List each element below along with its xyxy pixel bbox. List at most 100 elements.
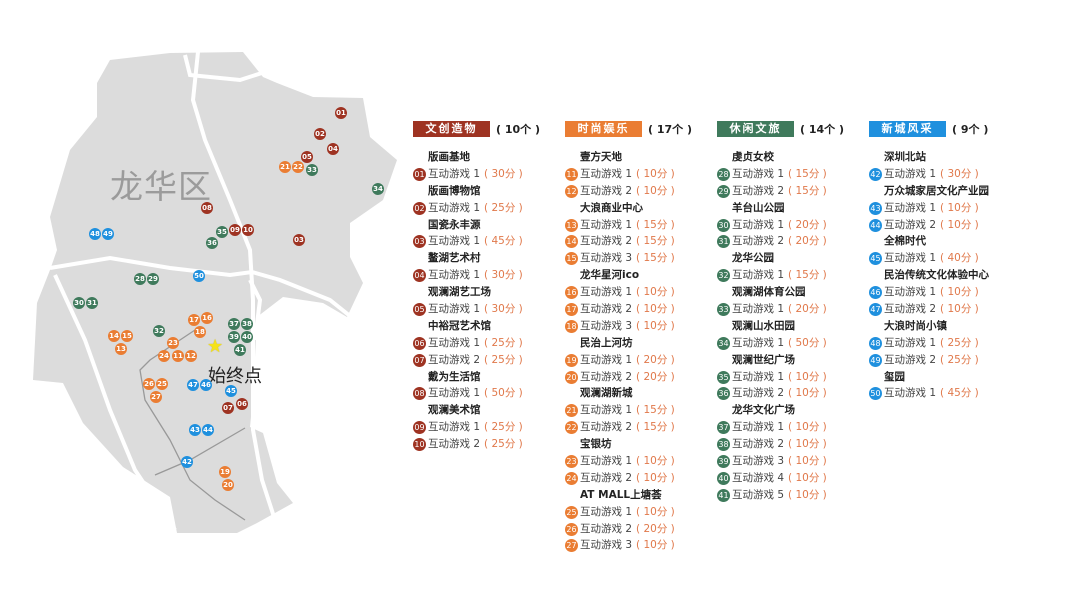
category-column: 文创造物 ( 10个 ) 版画基地 01 互动游戏 1 ( 30分 ) 版画博物馆 … bbox=[413, 121, 563, 453]
game-number-badge: 34 bbox=[717, 336, 730, 350]
venue-name: 大浪时尚小镇 bbox=[884, 319, 947, 332]
game-duration: ( 10分 ) bbox=[940, 303, 979, 316]
map-marker[interactable]: 07 bbox=[222, 402, 234, 414]
venue-name: 全棉时代 bbox=[884, 235, 926, 248]
map-marker[interactable]: 19 bbox=[219, 466, 231, 478]
game-label: 互动游戏 1 bbox=[732, 421, 785, 434]
map-marker[interactable]: 28 bbox=[134, 273, 146, 285]
game-duration: ( 50分 ) bbox=[788, 336, 827, 349]
game-item: 36 互动游戏 2 ( 10分 ) bbox=[717, 385, 867, 402]
game-label: 互动游戏 1 bbox=[580, 505, 633, 518]
game-label: 互动游戏 3 bbox=[580, 539, 633, 552]
game-label: 互动游戏 2 bbox=[580, 303, 633, 316]
map-marker[interactable]: 02 bbox=[314, 128, 326, 140]
map-marker[interactable]: 37 bbox=[228, 318, 240, 330]
game-duration: ( 10分 ) bbox=[636, 167, 675, 180]
map-marker[interactable]: 31 bbox=[86, 297, 98, 309]
map-marker[interactable]: 13 bbox=[115, 343, 127, 355]
game-duration: ( 10分 ) bbox=[636, 184, 675, 197]
map-marker[interactable]: 16 bbox=[201, 312, 213, 324]
map-marker[interactable]: 05 bbox=[301, 151, 313, 163]
map-marker[interactable]: 49 bbox=[102, 228, 114, 240]
venue-name: 龙华公园 bbox=[732, 252, 774, 265]
map-marker[interactable]: 18 bbox=[194, 326, 206, 338]
map-marker[interactable]: 47 bbox=[187, 379, 199, 391]
category-header: 时尚娱乐 ( 17个 ) bbox=[565, 121, 715, 137]
map-marker[interactable]: 09 bbox=[229, 224, 241, 236]
category-title: 时尚娱乐 bbox=[565, 121, 642, 137]
game-label: 互动游戏 2 bbox=[580, 184, 633, 197]
map-marker[interactable]: 20 bbox=[222, 479, 234, 491]
category-title: 文创造物 bbox=[413, 121, 490, 137]
game-number-badge: 14 bbox=[565, 235, 578, 249]
map-marker[interactable]: 15 bbox=[121, 330, 133, 342]
map-marker[interactable]: 23 bbox=[167, 337, 179, 349]
venue-name: 观澜山水田园 bbox=[732, 319, 795, 332]
game-item: 45 互动游戏 1 ( 40分 ) bbox=[869, 250, 1019, 267]
map-marker[interactable]: 50 bbox=[193, 270, 205, 282]
star-icon: ★ bbox=[207, 336, 224, 357]
game-item: 11 互动游戏 1 ( 10分 ) bbox=[565, 166, 715, 183]
map-marker[interactable]: 08 bbox=[201, 202, 213, 214]
map-marker[interactable]: 45 bbox=[225, 385, 237, 397]
game-number-badge: 31 bbox=[717, 235, 730, 249]
map-marker[interactable]: 06 bbox=[236, 398, 248, 410]
map-marker[interactable]: 29 bbox=[147, 273, 159, 285]
map-marker[interactable]: 04 bbox=[327, 143, 339, 155]
map-marker[interactable]: 26 bbox=[143, 378, 155, 390]
game-item: 41 互动游戏 5 ( 10分 ) bbox=[717, 487, 867, 504]
map-marker[interactable]: 11 bbox=[172, 350, 184, 362]
game-duration: ( 25分 ) bbox=[940, 336, 979, 349]
game-duration: ( 20分 ) bbox=[788, 218, 827, 231]
map-marker[interactable]: 43 bbox=[189, 424, 201, 436]
game-item: 06 互动游戏 1 ( 25分 ) bbox=[413, 335, 563, 352]
game-label: 互动游戏 3 bbox=[732, 455, 785, 468]
map-marker[interactable]: 24 bbox=[158, 350, 170, 362]
game-label: 互动游戏 1 bbox=[884, 387, 937, 400]
map-marker[interactable]: 27 bbox=[150, 391, 162, 403]
map-marker[interactable]: 38 bbox=[241, 318, 253, 330]
map-marker[interactable]: 25 bbox=[156, 378, 168, 390]
map-marker[interactable]: 34 bbox=[372, 183, 384, 195]
game-label: 互动游戏 1 bbox=[580, 404, 633, 417]
map-marker[interactable]: 42 bbox=[181, 456, 193, 468]
map-marker[interactable]: 21 bbox=[279, 161, 291, 173]
map-shape bbox=[33, 51, 397, 533]
game-number-badge: 19 bbox=[565, 353, 578, 367]
map-marker[interactable]: 48 bbox=[89, 228, 101, 240]
map-marker[interactable]: 03 bbox=[293, 234, 305, 246]
map-marker[interactable]: 10 bbox=[242, 224, 254, 236]
game-duration: ( 15分 ) bbox=[636, 421, 675, 434]
game-label: 互动游戏 2 bbox=[884, 353, 937, 366]
map-marker[interactable]: 33 bbox=[306, 164, 318, 176]
venue-name: 深圳北站 bbox=[884, 151, 926, 163]
category-column: 新城风采 ( 9个 ) 深圳北站 42 互动游戏 1 ( 30分 ) 万众城家居文化… bbox=[869, 121, 1019, 402]
game-item: 14 互动游戏 2 ( 15分 ) bbox=[565, 233, 715, 250]
map-marker[interactable]: 14 bbox=[108, 330, 120, 342]
map-marker[interactable]: 32 bbox=[153, 325, 165, 337]
map-marker[interactable]: 36 bbox=[206, 237, 218, 249]
game-item: 40 互动游戏 4 ( 10分 ) bbox=[717, 470, 867, 487]
game-duration: ( 15分 ) bbox=[788, 184, 827, 197]
map-marker[interactable]: 39 bbox=[228, 331, 240, 343]
map-marker[interactable]: 30 bbox=[73, 297, 85, 309]
map-marker[interactable]: 40 bbox=[241, 331, 253, 343]
map-marker[interactable]: 41 bbox=[234, 344, 246, 356]
game-label: 互动游戏 1 bbox=[428, 387, 481, 400]
game-number-badge: 10 bbox=[413, 438, 426, 452]
map-marker[interactable]: 22 bbox=[292, 161, 304, 173]
map-marker[interactable]: 01 bbox=[335, 107, 347, 119]
roads bbox=[49, 51, 357, 532]
venue-name: 虔贞女校 bbox=[732, 151, 774, 163]
game-duration: ( 20分 ) bbox=[788, 235, 827, 248]
game-number-badge: 13 bbox=[565, 218, 578, 232]
venue-name: 中裕冠艺术馆 bbox=[428, 319, 491, 332]
game-item: 50 互动游戏 1 ( 45分 ) bbox=[869, 385, 1019, 402]
game-number-badge: 25 bbox=[565, 505, 578, 519]
map-marker[interactable]: 12 bbox=[185, 350, 197, 362]
map-marker[interactable]: 46 bbox=[200, 379, 212, 391]
map-marker[interactable]: 35 bbox=[216, 226, 228, 238]
map-marker[interactable]: 44 bbox=[202, 424, 214, 436]
game-label: 互动游戏 1 bbox=[884, 286, 937, 299]
map-marker[interactable]: 17 bbox=[188, 314, 200, 326]
